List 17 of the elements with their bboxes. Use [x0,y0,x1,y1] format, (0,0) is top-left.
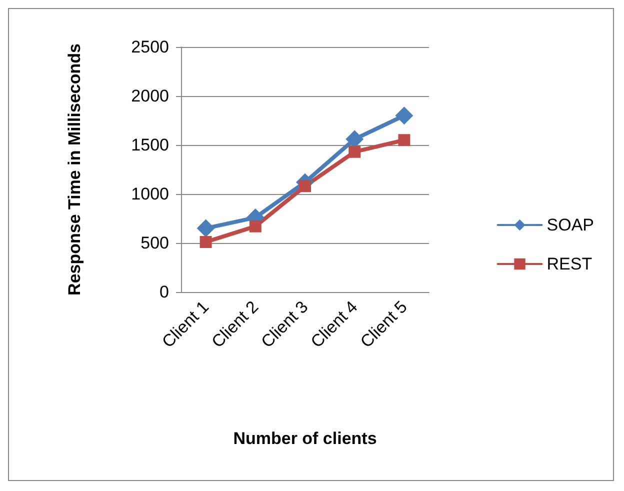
point [249,220,262,232]
legend-label: SOAP [546,216,594,234]
y-tick-label: 2000 [131,86,169,106]
point [200,236,212,248]
point [348,146,361,158]
point [196,219,215,238]
point [299,180,311,192]
y-tick-label: 500 [140,234,169,252]
y-tick-label: 1000 [131,184,169,204]
x-axis-title: Number of clients [233,429,377,448]
y-tick-label: 0 [160,282,169,302]
y-tick-label: 1500 [131,136,169,154]
point [395,106,414,125]
y-axis-title: Response Time in Milliseconds [65,44,84,296]
point [398,134,410,146]
legend-label: REST [546,254,592,274]
y-tick-label: 2500 [131,38,169,56]
